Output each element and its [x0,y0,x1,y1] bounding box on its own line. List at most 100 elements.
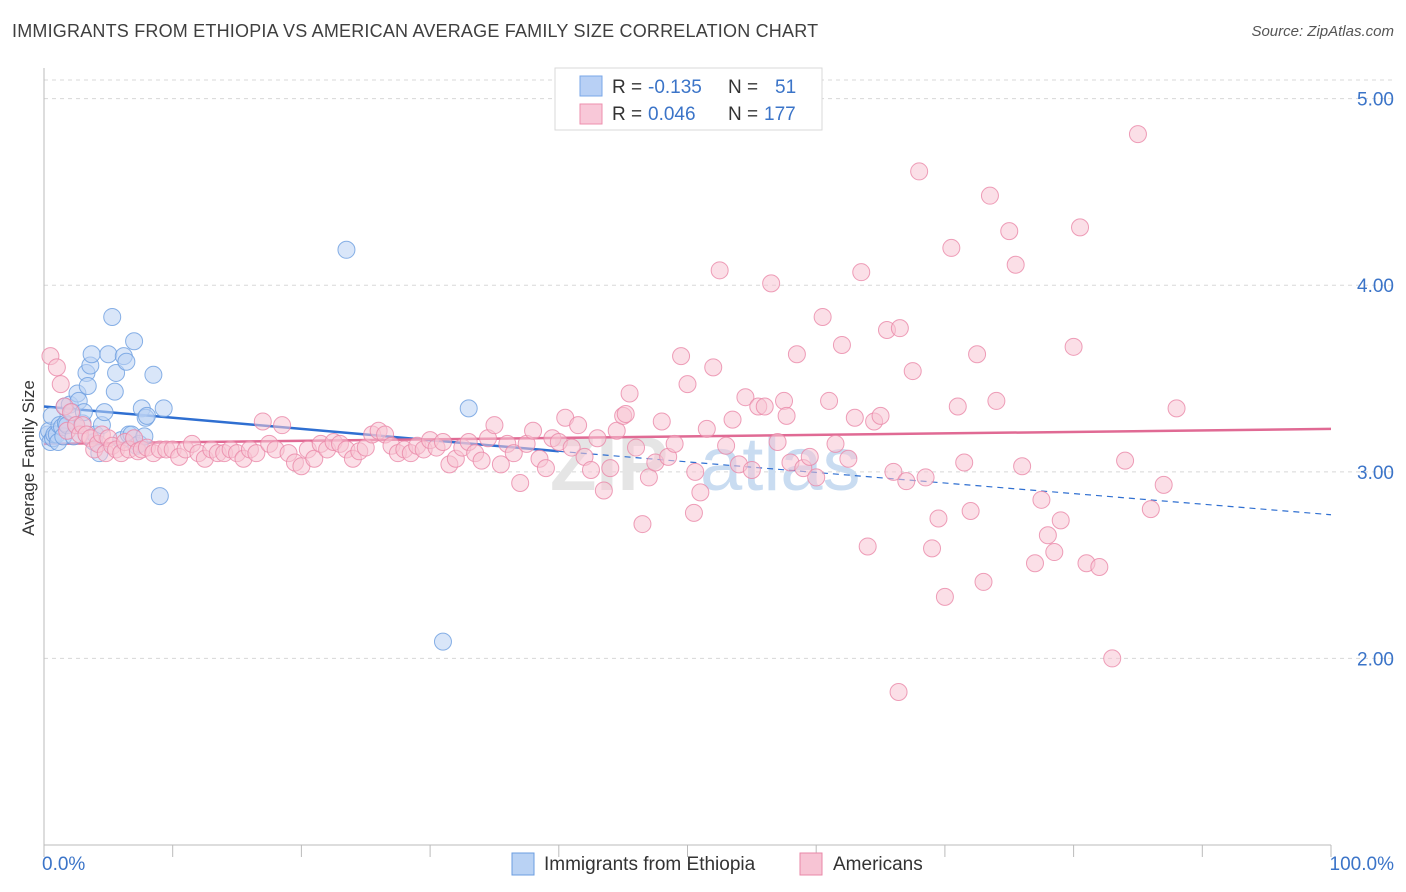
point-ethiopia [125,332,144,351]
point-americans [1116,451,1135,470]
point-ethiopia [154,399,173,418]
legend: Immigrants from Ethiopia Americans [511,852,923,876]
point-americans [1000,222,1019,241]
legend-swatch-americans [799,852,823,876]
point-ethiopia [107,363,126,382]
y-axis-label: Average Family Size [19,380,38,536]
point-americans [890,319,909,338]
point-americans [762,274,781,293]
point-ethiopia [433,632,452,651]
point-americans [1103,649,1122,668]
point-ethiopia [103,307,122,326]
point-ethiopia [117,352,136,371]
point-americans [923,539,942,558]
point-americans [433,432,452,451]
point-americans [620,384,639,403]
point-americans [942,238,961,257]
point-americans [755,397,774,416]
point-americans [736,388,755,407]
point-americans [813,307,832,326]
y-tick-label: 2.00 [1357,649,1394,670]
point-americans [723,410,742,429]
point-americans [691,483,710,502]
point-americans [768,432,787,451]
point-americans [524,421,543,440]
point-americans [948,397,967,416]
point-americans [910,162,929,181]
point-americans [672,347,691,366]
stats-swatch-americans [579,103,603,125]
point-ethiopia [459,399,478,418]
stats-n-ethiopia: 51 [775,77,796,98]
point-americans [633,515,652,534]
point-americans [710,261,729,280]
point-americans [253,412,272,431]
point-americans [639,468,658,487]
point-americans [536,459,555,478]
point-americans [1141,500,1160,519]
y-tick-label: 3.00 [1357,463,1394,484]
point-americans [916,468,935,487]
point-americans [569,416,588,435]
point-ethiopia [337,240,356,259]
stats-r-label-ethiopia: R = [612,77,642,98]
point-americans [845,408,864,427]
point-americans [588,429,607,448]
y-tick-label: 5.00 [1357,90,1394,111]
point-americans [800,447,819,466]
point-americans [820,391,839,410]
stats-box: R = -0.135 N = 51 R = 0.046 N = 177 [554,67,823,131]
point-americans [852,263,871,282]
point-americans [839,449,858,468]
point-americans [686,462,705,481]
point-ethiopia [137,406,156,425]
point-americans [652,412,671,431]
point-americans [871,406,890,425]
stats-r-label-americans: R = [612,104,642,125]
point-americans [777,406,796,425]
point-americans [1064,337,1083,356]
point-ethiopia [82,345,101,364]
point-americans [684,503,703,522]
point-americans [697,419,716,438]
legend-label-americans: Americans [833,854,923,875]
point-ethiopia [78,377,97,395]
point-americans [717,436,736,455]
point-ethiopia [105,382,124,401]
data-points [38,125,1186,701]
point-americans [884,462,903,481]
stats-n-label-ethiopia: N = [728,77,758,98]
legend-swatch-ethiopia [511,852,535,876]
point-americans [742,460,761,479]
y-tick-label: 4.00 [1357,276,1394,297]
point-americans [616,404,635,423]
trend-line-ethiopia-extrapolated [558,450,1332,516]
point-americans [1025,554,1044,573]
point-ethiopia [150,487,169,506]
point-americans [1038,526,1057,545]
x-tick-min: 0.0% [42,854,85,875]
point-americans [594,481,613,500]
stats-swatch-ethiopia [579,75,603,97]
point-americans [1071,218,1090,237]
point-americans [897,472,916,491]
point-americans [601,459,620,478]
x-tick-max: 100.0% [1330,854,1395,875]
point-americans [1045,543,1064,562]
stats-n-americans: 177 [764,104,796,125]
point-americans [955,453,974,472]
stats-r-ethiopia: -0.135 [648,77,702,98]
point-americans [472,451,491,470]
point-americans [704,358,723,377]
point-americans [858,537,877,556]
point-americans [903,362,922,381]
point-americans [247,444,266,463]
point-americans [968,345,987,364]
point-americans [665,434,684,453]
axes [43,68,1332,857]
point-ethiopia [99,345,118,364]
chart-title: IMMIGRANTS FROM ETHIOPIA VS AMERICAN AVE… [12,21,819,41]
point-americans [1167,399,1186,418]
y-tick-labels: 2.00 3.00 4.00 5.00 [1357,90,1394,671]
